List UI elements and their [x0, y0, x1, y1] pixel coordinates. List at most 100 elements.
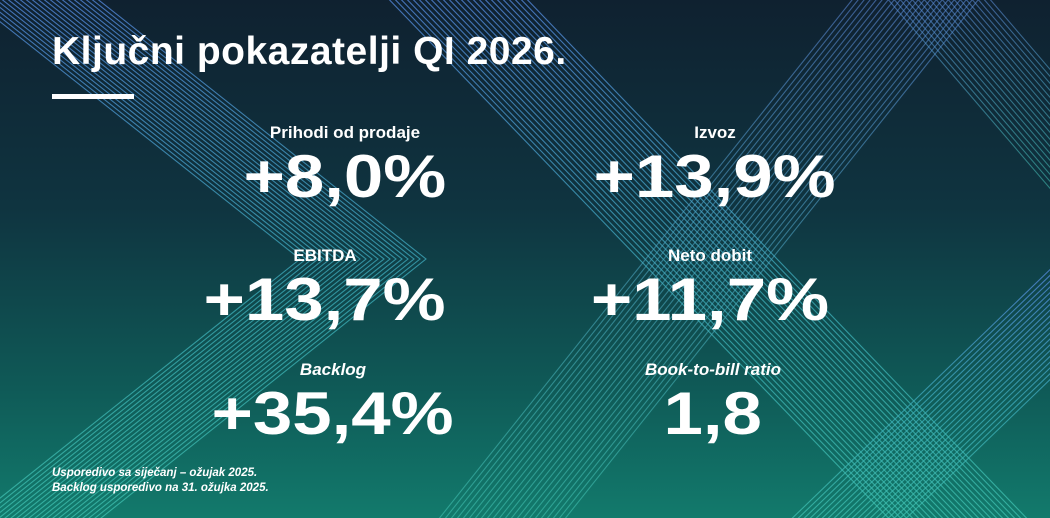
- background-line: [462, 0, 877, 518]
- metric-label: Izvoz: [694, 123, 736, 142]
- background-line: [492, 0, 907, 518]
- background-line: [1, 0, 331, 518]
- background-line: [815, 292, 1050, 518]
- background-line: [851, 326, 1050, 518]
- background-line: [953, 0, 1050, 113]
- background-line: [97, 0, 427, 518]
- background-line: [504, 0, 919, 518]
- background-line: [486, 0, 901, 518]
- background-line: [875, 349, 1050, 518]
- background-line: [510, 0, 925, 518]
- background-line: [893, 367, 1050, 518]
- background-line: [809, 286, 1050, 518]
- background-line: [839, 315, 1050, 518]
- background-line: [412, 0, 914, 518]
- background-line: [388, 0, 890, 518]
- footnotes: Usporedivo sa siječanj – ožujak 2025. Ba…: [52, 466, 269, 496]
- metric-value: +11,7%: [590, 266, 830, 333]
- background-line: [552, 0, 967, 518]
- background-line: [971, 0, 1050, 92]
- background-line: [983, 0, 1050, 78]
- background-line: [0, 20, 301, 499]
- background-line: [55, 0, 385, 518]
- background-line: [827, 303, 1050, 518]
- background-line: [61, 0, 391, 518]
- background-line: [7, 0, 337, 518]
- metric-label: Prihodi od prodaje: [269, 123, 421, 142]
- metric-backlog: Backlog +35,4%: [178, 360, 488, 446]
- background-line: [947, 0, 1050, 120]
- background-line: [863, 338, 1050, 518]
- background-line: [845, 320, 1050, 518]
- background-line: [91, 0, 421, 518]
- background-line: [977, 0, 1050, 85]
- background-line: [498, 0, 913, 518]
- background-line: [25, 0, 355, 518]
- background-line: [0, 6, 319, 514]
- background-line: [821, 297, 1050, 518]
- metric-label: EBITDA: [293, 246, 357, 265]
- metric-value: +13,7%: [203, 266, 447, 333]
- background-line: [37, 0, 367, 518]
- background-line: [0, 16, 307, 504]
- background-line: [438, 0, 853, 518]
- background-line: [450, 0, 865, 518]
- background-line: [564, 0, 979, 518]
- background-line: [400, 0, 902, 518]
- background-line: [79, 0, 409, 518]
- background-line: [436, 0, 938, 518]
- background-line: [869, 344, 1050, 518]
- background-line: [0, 11, 313, 509]
- metric-net-profit: Neto dobit +11,7%: [555, 246, 865, 332]
- background-line: [480, 0, 895, 518]
- metric-value: +35,4%: [211, 380, 455, 447]
- background-line: [418, 0, 920, 518]
- background-line: [43, 0, 373, 518]
- background-line: [803, 280, 1050, 518]
- background-line: [911, 0, 1050, 162]
- metric-value: 1,8: [663, 380, 763, 447]
- background-line: [468, 0, 883, 518]
- background-line: [887, 361, 1050, 518]
- background-line: [989, 0, 1050, 71]
- background-line: [13, 0, 343, 518]
- background-line: [49, 0, 379, 518]
- background-line: [899, 0, 1050, 176]
- metric-value: +8,0%: [243, 143, 447, 210]
- metric-label: Book-to-bill ratio: [645, 360, 781, 379]
- background-line: [444, 0, 859, 518]
- background-line: [899, 373, 1050, 518]
- background-line: [67, 0, 397, 518]
- metric-label: Neto dobit: [667, 246, 753, 265]
- background-line: [73, 0, 403, 518]
- metric-export: Izvoz +13,9%: [560, 123, 870, 209]
- metric-sales-revenue: Prihodi od prodaje +8,0%: [190, 123, 500, 209]
- background-line: [522, 0, 937, 518]
- metric-value: +13,9%: [593, 143, 837, 210]
- background-line: [19, 0, 349, 518]
- background-line: [558, 0, 973, 518]
- background-line: [394, 0, 896, 518]
- page-title: Ključni pokazatelji QI 2026.: [52, 30, 567, 73]
- background-line: [941, 0, 1050, 127]
- footnote-line: Backlog usporedivo na 31. ožujka 2025.: [52, 482, 269, 494]
- background-line: [857, 332, 1050, 518]
- background-line: [797, 274, 1050, 518]
- background-line: [442, 0, 944, 518]
- background-line: [528, 0, 943, 518]
- background-line: [474, 0, 889, 518]
- background-line: [905, 378, 1050, 518]
- background-line: [959, 0, 1050, 106]
- background-line: [534, 0, 949, 518]
- background-line: [965, 0, 1050, 99]
- background-line: [406, 0, 908, 518]
- background-line: [887, 0, 1050, 190]
- background-line: [833, 309, 1050, 518]
- background-line: [893, 0, 1050, 183]
- background-line: [917, 0, 1050, 155]
- metric-label: Backlog: [299, 360, 367, 379]
- title-underline: [52, 94, 134, 99]
- background-line: [430, 0, 932, 518]
